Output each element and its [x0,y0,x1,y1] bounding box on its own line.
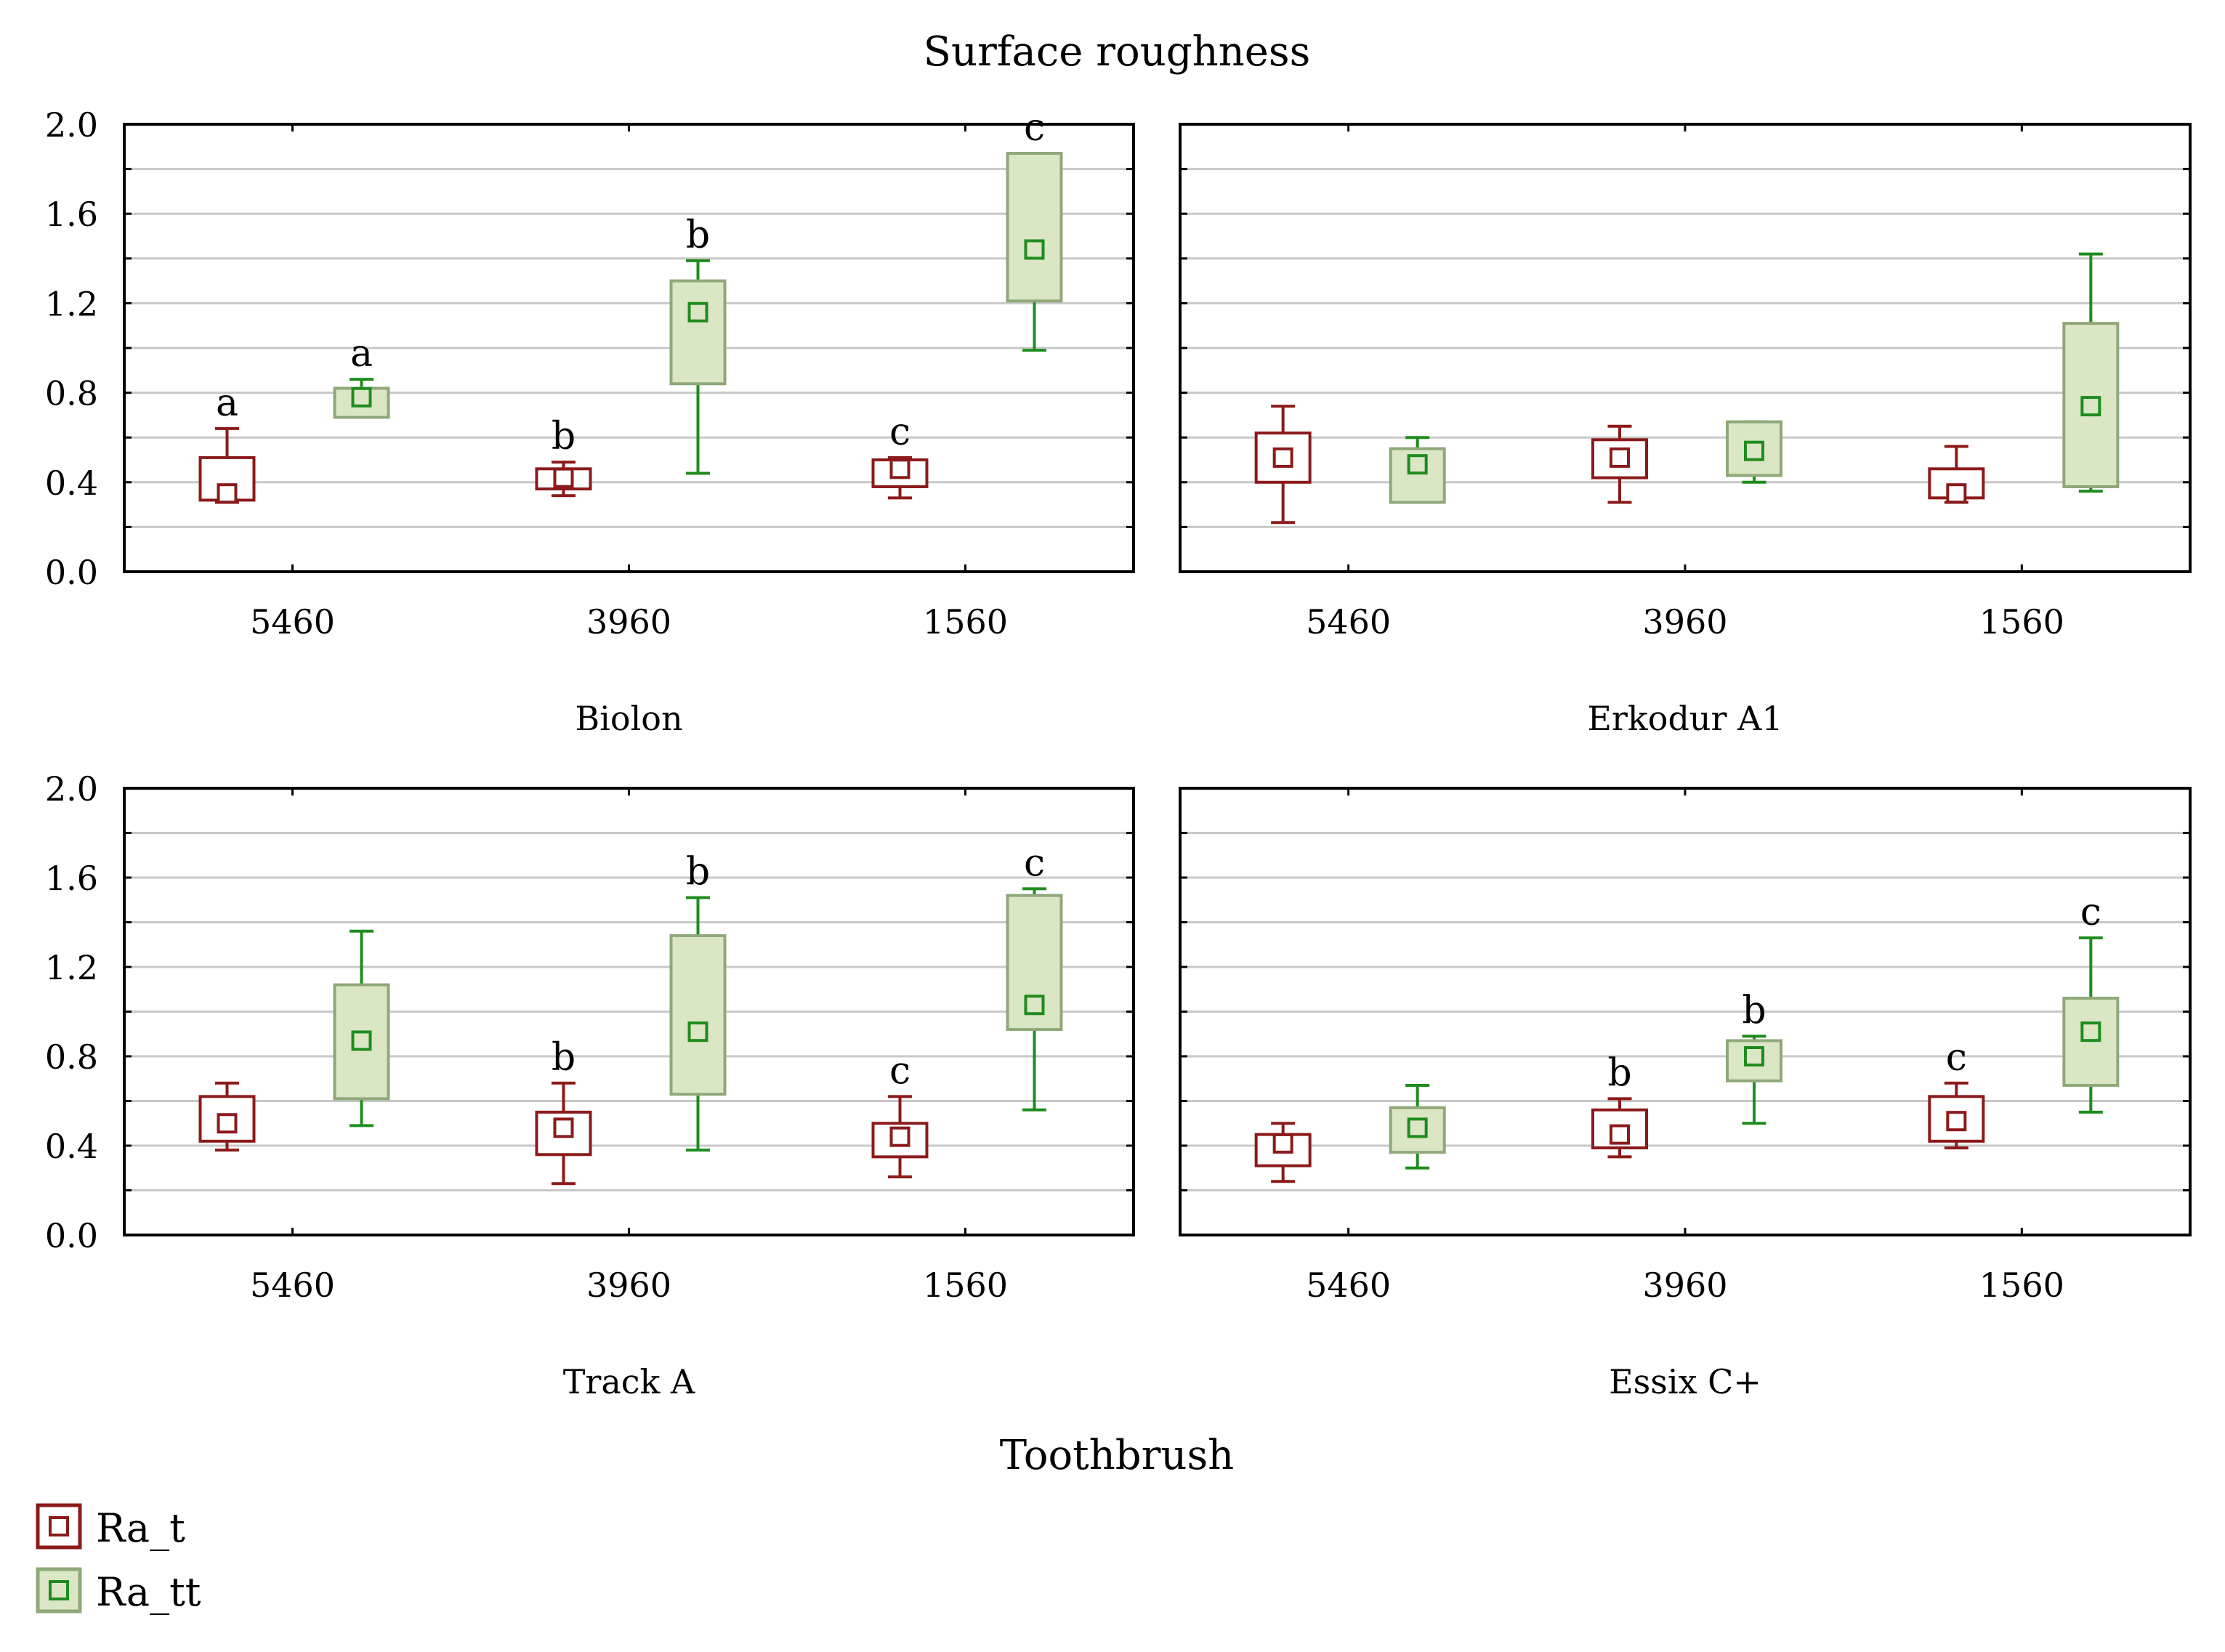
y-tick-label: 1.6 [45,859,98,898]
box-t [198,1095,256,1143]
box-tt [2062,322,2120,488]
median-marker-tt [351,1030,372,1051]
legend-marker-t [49,1516,69,1536]
x-tick-label: 3960 [1642,1266,1727,1305]
significance-letter: c [1024,106,1045,150]
median-marker-t [1272,447,1293,468]
panel-4: 5460 3960 b b 1560 c c Essix C+ [1179,787,2192,1401]
significance-letter: a [350,332,373,376]
y-tick-label: 2.0 [45,105,98,145]
x-tick-label: 3960 [1642,602,1727,641]
x-tick-label: 5460 [1306,1266,1391,1305]
x-tick-label: 5460 [1306,602,1391,641]
panel-1: 0.0 0.4 0.8 1.2 1.6 2.0 5460 a a 3960 b b 1560 c c Biol… [45,105,1135,738]
y-tick-label: 0.4 [45,1127,98,1166]
panel-title: Essix C+ [1609,1362,1761,1401]
median-marker-t [217,483,238,504]
median-marker-tt [1407,454,1428,475]
box-tt [669,934,727,1096]
x-tick-label: 1560 [923,1266,1008,1305]
significance-letter: c [889,1049,910,1093]
median-marker-t [889,458,910,479]
panel-title: Erkodur A1 [1587,699,1782,738]
median-marker-t [1946,483,1967,504]
median-marker-t [217,1113,238,1134]
y-tick-label: 0.8 [45,1037,98,1077]
y-tick-label: 0.0 [45,553,98,592]
y-tick-label: 0.0 [45,1216,98,1255]
significance-letter: c [2080,891,2101,934]
significance-letter: b [1742,989,1766,1032]
significance-letter: c [1024,841,1045,885]
legend-label-tt: Ra_tt [96,1569,201,1615]
median-marker-tt [1744,1046,1764,1066]
significance-letter: b [552,1036,576,1080]
x-tick-label: 3960 [586,1266,671,1305]
x-tick-label: 5460 [250,1266,335,1305]
x-tick-label: 5460 [250,602,335,641]
legend-label-t: Ra_t [96,1505,185,1551]
x-tick-label: 1560 [923,602,1008,641]
y-tick-label: 1.2 [45,948,98,987]
box-tt [1006,152,1063,303]
median-marker-t [1946,1111,1967,1132]
significance-letter: b [1607,1051,1631,1095]
median-marker-t [553,467,574,488]
significance-letter: b [552,415,576,458]
significance-letter: c [889,410,910,454]
median-marker-tt [687,301,708,323]
y-tick-label: 1.6 [45,195,98,234]
box-tt [669,279,727,386]
panel-3: 0.0 0.4 0.8 1.2 1.6 2.0 5460 3960 b b 1560 c c Track … [45,769,1135,1401]
median-marker-t [1272,1133,1293,1154]
y-tick-label: 0.8 [45,374,98,413]
box-tt [1006,894,1063,1032]
median-marker-t [1610,447,1630,468]
legend-marker-tt [49,1580,69,1600]
median-marker-t [1610,1124,1630,1145]
median-marker-tt [351,386,372,408]
panel-title: Biolon [575,699,682,738]
panels: 0.0 0.4 0.8 1.2 1.6 2.0 5460 a a 3960 b b 1560 c c Biol… [45,105,2192,1401]
median-marker-tt [687,1021,708,1042]
x-axis-title: Toothbrush [1000,1432,1235,1479]
median-marker-t [889,1126,910,1147]
median-marker-tt [2080,1021,2101,1042]
legend: Ra_t Ra_tt [36,1503,201,1615]
panel-title: Track A [563,1362,695,1401]
y-tick-label: 0.4 [45,463,98,503]
median-marker-tt [1744,440,1764,461]
y-tick-label: 2.0 [45,769,98,809]
median-marker-t [553,1117,574,1138]
box-t [1591,438,1648,479]
panel-2: 5460 3960 1560 Erkodur A1 [1179,123,2192,738]
significance-letter: b [686,214,710,257]
median-marker-tt [1024,995,1045,1016]
median-marker-tt [1024,239,1045,260]
y-tick-label: 1.2 [45,284,98,323]
significance-letter: c [1946,1036,1967,1080]
significance-letter: a [216,381,238,425]
median-marker-tt [1407,1117,1428,1138]
x-tick-label: 1560 [1979,1266,2064,1305]
x-tick-label: 3960 [586,602,671,641]
median-marker-tt [2080,396,2101,417]
x-tick-label: 1560 [1979,602,2064,641]
significance-letter: b [686,851,710,894]
chart-title: Surface roughness [924,28,1311,76]
